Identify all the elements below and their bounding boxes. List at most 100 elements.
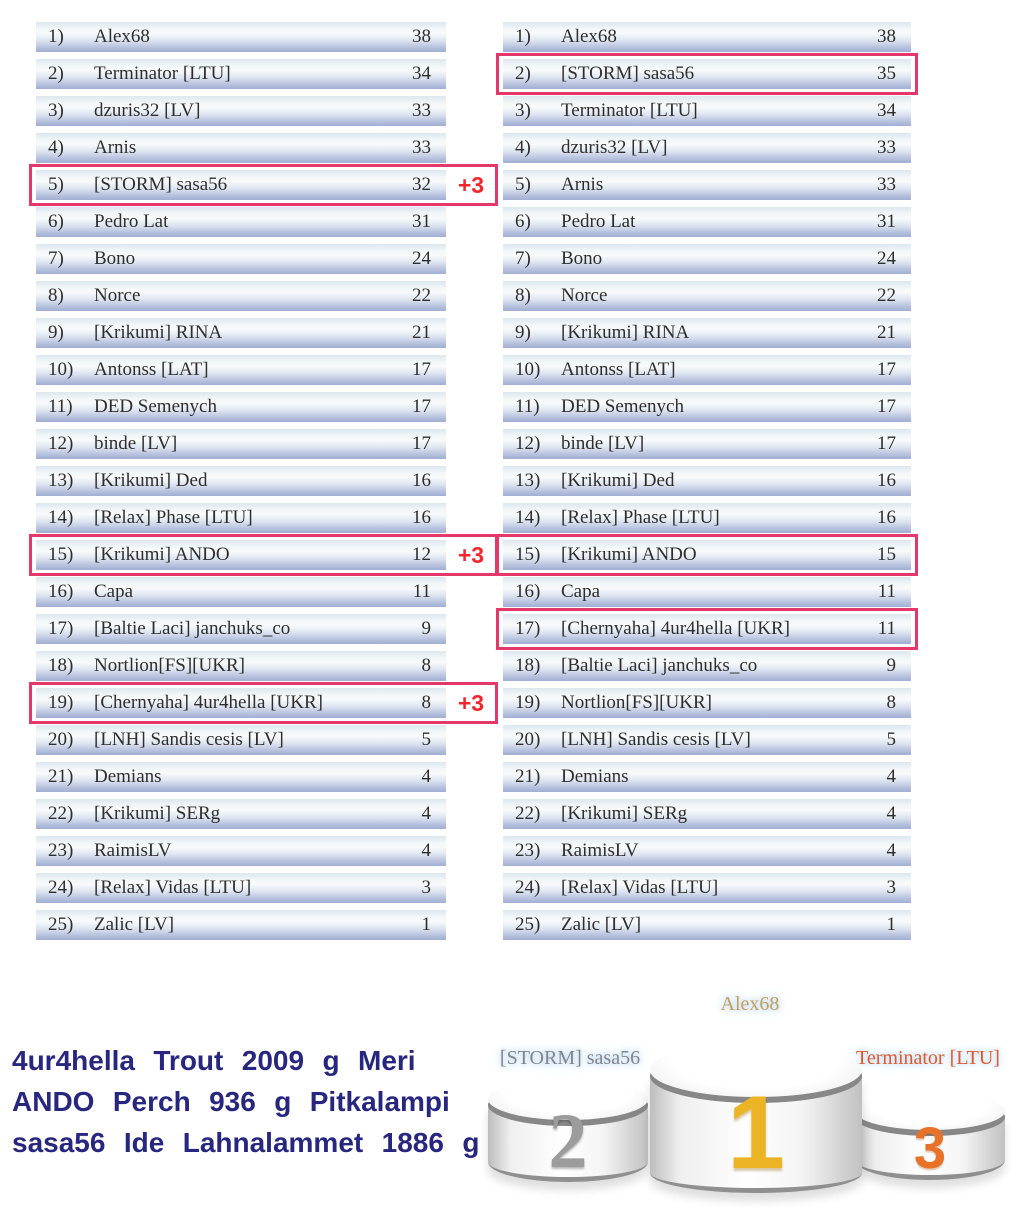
score-value: 38 — [412, 26, 431, 47]
rank-label: 22) — [515, 803, 541, 824]
standings-row: 23) RaimisLV 4 — [503, 836, 911, 866]
standings-row: 24) [Relax] Vidas [LTU] 3 — [503, 873, 911, 903]
player-name: Pedro Lat — [561, 211, 636, 232]
rank-label: 6) — [515, 211, 531, 232]
score-value: 4 — [886, 840, 897, 861]
player-name: Nortlion[FS][UKR] — [561, 692, 712, 713]
rank-label: 12) — [515, 433, 541, 454]
standings-row: 19) [Chernyaha] 4ur4hella [UKR] 8 +3 — [29, 682, 498, 724]
player-name: DED Semenych — [94, 396, 217, 417]
standings-row: 14) [Relax] Phase [LTU] 16 — [503, 503, 911, 533]
standings-row: 14) [Relax] Phase [LTU] 16 — [36, 503, 446, 533]
score-value: 16 — [877, 507, 896, 528]
rank-label: 24) — [48, 877, 74, 898]
score-value: 4 — [421, 840, 432, 861]
rank-label: 13) — [48, 470, 74, 491]
podium-second-place: 2 — [488, 1078, 648, 1182]
player-name: Antonss [LAT] — [94, 359, 209, 380]
standings-row: 4) dzuris32 [LV] 33 — [503, 133, 911, 163]
rank-label: 20) — [48, 729, 74, 750]
rank-label: 1) — [515, 26, 531, 47]
standings-row: 1) Alex68 38 — [36, 22, 446, 52]
score-value: 17 — [412, 433, 431, 454]
rank-label: 16) — [48, 581, 74, 602]
rank-label: 25) — [48, 914, 74, 935]
standings-row: 22) [Krikumi] SERg 4 — [36, 799, 446, 829]
rank-label: 8) — [48, 285, 64, 306]
rank-label: 17) — [515, 618, 541, 639]
podium-top — [650, 1043, 862, 1097]
podium-second-label: [STORM] sasa56 — [499, 1047, 641, 1069]
rank-label: 15) — [48, 544, 74, 565]
player-name: Capa — [561, 581, 601, 602]
score-value: 11 — [412, 581, 431, 602]
standings-row: 13) [Krikumi] Ded 16 — [503, 466, 911, 496]
standings-row: 25) Zalic [LV] 1 — [36, 910, 446, 940]
score-value: 5 — [886, 729, 897, 750]
player-name: [STORM] sasa56 — [561, 63, 695, 84]
score-value: 16 — [412, 507, 431, 528]
rank-label: 19) — [48, 692, 74, 713]
podium-first-number: 1 — [727, 1075, 785, 1191]
score-value: 17 — [412, 396, 431, 417]
rank-label: 2) — [48, 63, 64, 84]
standings-row: 5) Arnis 33 — [503, 170, 911, 200]
rank-label: 3) — [515, 100, 531, 121]
player-name: [LNH] Sandis cesis [LV] — [94, 729, 284, 750]
standings-row: 15) [Krikumi] ANDO 12 +3 — [29, 534, 498, 576]
score-value: 34 — [877, 100, 896, 121]
score-value: 24 — [877, 248, 896, 269]
rank-label: 18) — [48, 655, 74, 676]
player-name: dzuris32 [LV] — [561, 137, 668, 158]
standings-row: 21) Demians 4 — [503, 762, 911, 792]
standings-row: 16) Capa 11 — [36, 577, 446, 607]
biggest-catch-note: 4ur4hella Trout 2009 g Meri ANDO Perch 9… — [12, 1040, 480, 1163]
player-name: Nortlion[FS][UKR] — [94, 655, 245, 676]
rank-label: 21) — [48, 766, 74, 787]
rank-label: 14) — [48, 507, 74, 528]
score-value: 31 — [412, 211, 431, 232]
standings-row: 10) Antonss [LAT] 17 — [36, 355, 446, 385]
player-name: [Krikumi] ANDO — [94, 544, 230, 565]
score-value: 21 — [877, 322, 896, 343]
rank-label: 5) — [515, 174, 531, 195]
player-name: [Chernyaha] 4ur4hella [UKR] — [561, 618, 790, 639]
standings-row: 3) Terminator [LTU] 34 — [503, 96, 911, 126]
player-name: Demians — [94, 766, 162, 787]
score-value: 1 — [886, 914, 897, 935]
score-value: 3 — [421, 877, 432, 898]
standings-row: 1) Alex68 38 — [503, 22, 911, 52]
score-value: 17 — [877, 433, 896, 454]
standings-row: 8) Norce 22 — [36, 281, 446, 311]
score-value: 33 — [412, 100, 431, 121]
standings-row: 18) [Baltie Laci] janchuks_co 9 — [503, 651, 911, 681]
rank-label: 10) — [48, 359, 74, 380]
player-name: Norce — [561, 285, 608, 306]
score-value: 3 — [886, 877, 897, 898]
rank-label: 4) — [515, 137, 531, 158]
score-value: 32 — [412, 174, 431, 195]
player-name: [Krikumi] Ded — [94, 470, 208, 491]
standings-row: 19) Nortlion[FS][UKR] 8 — [503, 688, 911, 718]
standings-row: 15) [Krikumi] ANDO 15 — [496, 534, 918, 576]
player-name: [Krikumi] Ded — [561, 470, 675, 491]
rank-label: 17) — [48, 618, 74, 639]
standings-row: 8) Norce 22 — [503, 281, 911, 311]
score-value: 38 — [877, 26, 896, 47]
standings-row: 6) Pedro Lat 31 — [503, 207, 911, 237]
score-value: 15 — [877, 544, 896, 565]
note-line-3: sasa56 Ide Lahnalammet 1886 g — [12, 1127, 480, 1158]
podium: Alex68 [STORM] sasa56 Terminator [LTU] 2… — [462, 985, 1022, 1212]
rank-label: 14) — [515, 507, 541, 528]
standings-row: 11) DED Semenych 17 — [36, 392, 446, 422]
score-value: 17 — [412, 359, 431, 380]
standings-row: 23) RaimisLV 4 — [36, 836, 446, 866]
standings-row: 25) Zalic [LV] 1 — [503, 910, 911, 940]
rank-label: 23) — [48, 840, 74, 861]
player-name: Antonss [LAT] — [561, 359, 676, 380]
rank-label: 23) — [515, 840, 541, 861]
podium-third-label: Terminator [LTU] — [856, 1047, 1000, 1069]
player-name: Zalic [LV] — [561, 914, 642, 935]
note-line-2: ANDO Perch 936 g Pitkalampi — [12, 1086, 450, 1117]
